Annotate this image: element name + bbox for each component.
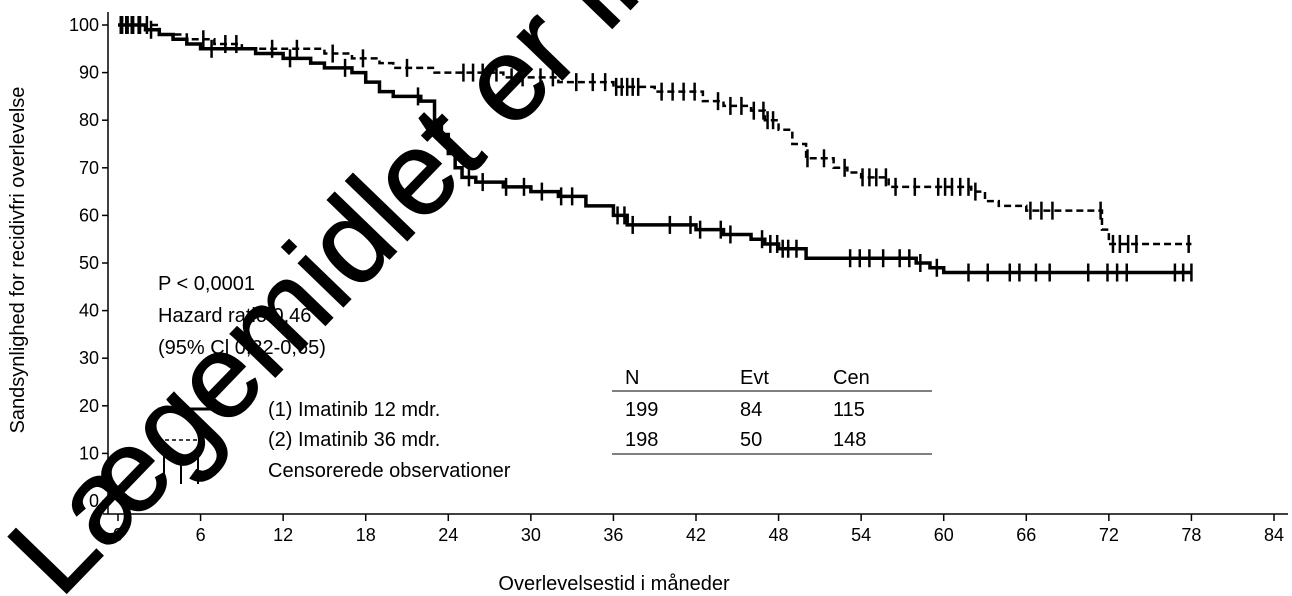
x-axis-title: Overlevelsestid i måneder (498, 573, 730, 595)
y-axis-title: Sandsynlighed for recidivfri overlevelse (7, 87, 29, 434)
x-tick-label: 36 (603, 525, 623, 545)
y-tick-label: 100 (69, 15, 99, 35)
y-tick-label: 90 (79, 63, 99, 83)
table-cell-cen-2: 148 (833, 429, 866, 451)
x-tick-label: 18 (356, 525, 376, 545)
legend-label-arm-2: (2) Imatinib 36 mdr. (268, 429, 440, 451)
watermark-text: Lægemidlet er ikke længere (0, 0, 1095, 596)
table-cell-evt-2: 50 (740, 429, 762, 451)
x-tick-label: 78 (1181, 525, 1201, 545)
table-cell-cen-1: 115 (833, 399, 865, 421)
axis-ticks: 0 6 12 18 24 30 36 42 48 54 60 66 72 78 84 0 10 20 30 40 50 6… (69, 15, 1284, 545)
legend: (1) Imatinib 12 mdr. (2) Imatinib 36 mdr… (158, 399, 511, 484)
x-tick-label: 24 (438, 525, 458, 545)
y-tick-label: 70 (79, 158, 99, 178)
y-tick-label: 60 (79, 205, 99, 225)
table-header-n: N (625, 367, 639, 389)
table-header-evt: Evt (740, 367, 769, 389)
x-tick-label: 72 (1099, 525, 1119, 545)
legend-label-censored: Censorerede observationer (268, 460, 511, 482)
table-cell-n-2: 198 (625, 429, 658, 451)
survival-curve-arm-1 (118, 23, 1192, 275)
x-tick-label: 42 (686, 525, 706, 545)
y-tick-label: 30 (79, 348, 99, 368)
table-cell-evt-1: 84 (740, 399, 762, 421)
y-tick-label: 20 (79, 396, 99, 416)
y-tick-label: 80 (79, 110, 99, 130)
confidence-interval-text: (95% Cl 0,32-0,65) (158, 337, 326, 359)
x-tick-label: 6 (196, 525, 206, 545)
x-tick-label: 30 (521, 525, 541, 545)
legend-label-arm-1: (1) Imatinib 12 mdr. (268, 399, 440, 421)
x-tick-label: 60 (934, 525, 954, 545)
x-tick-label: 54 (851, 525, 871, 545)
table-cell-n-1: 199 (625, 399, 658, 421)
hazard-ratio-text: Hazard ratio 0,46 (158, 305, 311, 327)
x-tick-label: 48 (769, 525, 789, 545)
y-tick-label: 50 (79, 253, 99, 273)
x-tick-label: 0 (113, 525, 123, 545)
y-tick-label: 0 (89, 491, 99, 511)
y-tick-label: 10 (79, 443, 99, 463)
p-value-text: P < 0,0001 (158, 273, 255, 295)
table-header-cen: Cen (833, 367, 870, 389)
y-tick-label: 40 (79, 301, 99, 321)
x-tick-label: 84 (1264, 525, 1284, 545)
events-table: N Evt Cen 199 84 115 198 50 148 (612, 367, 932, 455)
x-tick-label: 12 (273, 525, 293, 545)
survival-curves (118, 16, 1193, 282)
x-tick-label: 66 (1016, 525, 1036, 545)
